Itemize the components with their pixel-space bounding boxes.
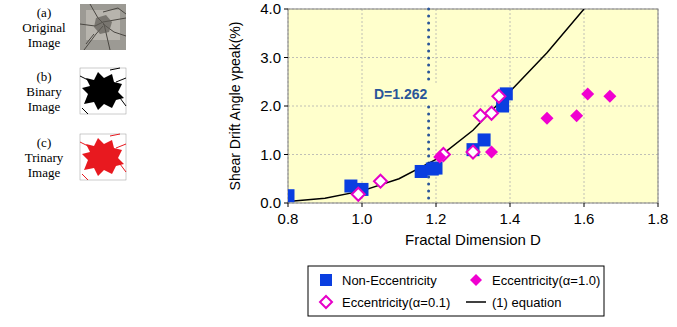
tick [284,9,288,10]
point [485,146,498,159]
crack-line [110,68,120,70]
tick [658,203,659,207]
annotation-bg [363,83,439,103]
tick-label: 1.0 [260,146,281,163]
tick [284,57,288,58]
tick-label: 1.8 [648,210,669,227]
image-label: Binary [26,84,62,99]
legend-swatch [320,274,332,286]
crack-region [82,72,124,110]
image-label: (b) [36,69,51,84]
plot-area [288,9,658,203]
legend-swatch [466,301,486,303]
tick-label: 4.0 [260,0,281,17]
image-label: (c) [37,135,51,150]
tick [510,203,511,207]
legend-swatch [470,274,482,286]
legend-swatch [320,296,332,308]
point [474,109,487,122]
tick [284,154,288,155]
crack-line [80,76,88,80]
legend-label: Eccentricity(α=0.1) [342,295,450,310]
point [492,90,505,103]
point [581,87,594,100]
image-panel: (a)OriginalImage [22,4,126,50]
legend-label: (1) equation [492,295,561,310]
point [288,189,295,202]
image-label: Image [28,99,61,114]
crack-core [94,15,112,34]
grid-line [288,57,658,58]
image-label: Image [28,165,61,180]
crack-line [110,134,120,136]
crack-line [116,144,126,148]
tick-label: 2.0 [260,97,281,114]
legend-label: Eccentricity(α=1.0) [492,273,600,288]
grid-line [288,106,658,107]
image-frame [80,134,126,180]
point [478,133,491,146]
point [603,90,616,103]
legend-box [308,266,604,316]
legend-label: Non-Eccentricity [342,273,437,288]
tick-label: 1.6 [574,210,595,227]
image-label: (a) [37,5,51,20]
tick-label: 1.0 [352,210,373,227]
crack-line [120,164,126,172]
tick [584,203,585,207]
series-line [288,9,584,202]
photo [80,4,126,50]
image-frame [80,68,126,114]
tick [362,203,363,207]
axis-title: Shear Drift Angle γpeak(%) [227,22,243,191]
legend: Non-Eccentricity Eccentricity(α=0.1) Eccen… [308,266,604,316]
point [430,162,443,175]
axis-title: Fractal Dimension D [405,231,541,248]
image-panel: (b)BinaryImage [26,68,126,114]
tick-label: 0.8 [278,210,299,227]
image-label: Image [28,35,61,50]
point [467,146,480,159]
crack-line [120,98,126,106]
point [485,107,498,120]
tick [436,203,437,207]
point [415,165,428,178]
tick-label: 1.2 [426,210,447,227]
tick-label: 1.4 [500,210,521,227]
point [570,109,583,122]
plot-frame [288,9,658,203]
figure: (a)OriginalImage(b)BinaryImage(c)Trinary… [0,0,677,327]
crack-line [116,78,126,82]
tick [288,203,289,207]
point [352,188,365,201]
data-layer [288,9,616,202]
point [433,150,446,163]
point [374,175,387,188]
crack-line [82,174,88,180]
tick [284,203,288,204]
crack-region [82,138,124,176]
tick [284,106,288,107]
tick-label: 3.0 [260,49,281,66]
crack-line [80,142,88,146]
tick-label: 0.0 [260,194,281,211]
image-label: Original [22,20,66,35]
image-label: Trinary [25,150,64,165]
point [541,112,554,125]
crack [86,34,94,44]
crack-line [82,108,88,114]
crack [103,8,126,14]
annotation: D=1.262 [374,86,428,102]
image-panel: (c)TrinaryImage [25,134,126,180]
